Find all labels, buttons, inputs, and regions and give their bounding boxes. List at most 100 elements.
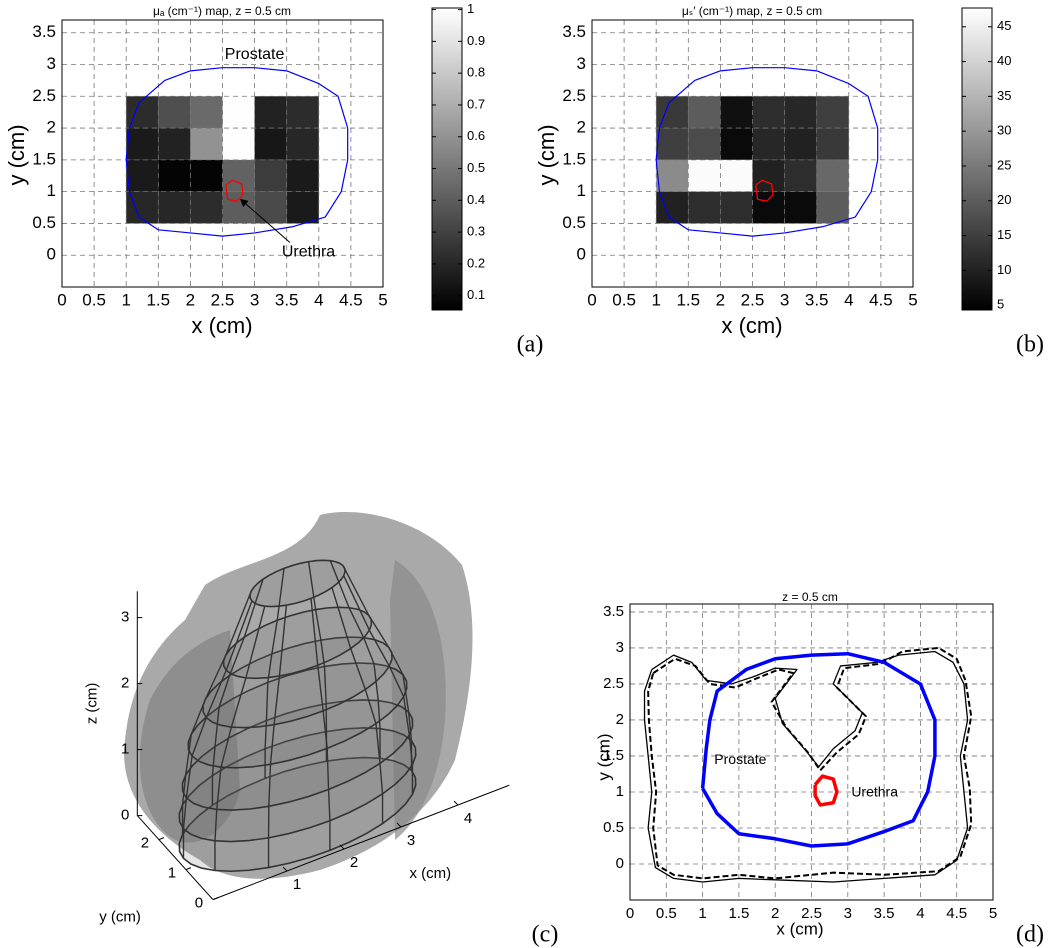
x-tick [339,844,345,850]
x-tick-label: 0 [626,905,634,922]
y-tick-label: 3 [616,639,624,656]
annotation: Prostate [714,751,766,767]
x-axis-label: x (cm) [409,865,451,882]
colorbar-tick-label: 40 [997,53,1011,68]
tissue-surface [124,512,473,879]
heatmap-cell [816,96,849,129]
colorbar-tick-label: 10 [997,262,1011,277]
x-tick-label: 4 [844,290,853,309]
x-tick [282,866,288,872]
heatmap-cell [656,159,689,192]
heatmap-cell [254,159,287,192]
wireframe-meridian [307,561,328,762]
y-axis-label: y (cm) [534,124,559,185]
x-tick-label: 5 [378,290,387,309]
heatmap-cell [222,96,255,129]
colorbar-tick-label: 35 [997,88,1011,103]
x-tick-label: 0.5 [612,290,636,309]
heatmap-cell [286,128,319,160]
heatmap-cell [190,96,223,129]
heatmap-cell [158,191,191,224]
y-tick-label: 0.5 [562,213,586,232]
heatmap-cell [784,191,817,224]
wireframe [178,559,417,873]
colorbar-tick-label: 0.6 [467,128,485,143]
heatmap-cell [816,128,849,160]
y-tick-label: 0 [616,855,624,872]
heatmap-cell [688,96,721,129]
heatmap-cell [126,128,159,160]
chart-title: z = 0.5 cm [782,590,838,604]
x-tick-label: 4.5 [869,290,893,309]
y-tick-label: 2.5 [603,675,624,692]
y-tick-label: 2.5 [562,86,586,105]
x-axis-line [212,784,510,901]
x-tick-label: 3 [780,290,789,309]
y-tick-label: 0 [577,245,586,264]
colorbar-tick-label: 20 [997,192,1011,207]
heatmap-cell [286,96,319,129]
wireframe-meridian [342,565,413,771]
y-tick-label: 2 [47,118,56,137]
wireframe-meridian [264,568,285,779]
heatmap-cell [784,159,817,192]
x-tick-label: 3 [844,905,852,922]
x-tick-label: 5 [989,905,997,922]
y-tick-label: 0.5 [32,213,56,232]
y-tick-label: 2 [141,835,149,852]
heatmap-cell [254,128,287,160]
x-tick-label: 1.5 [728,905,749,922]
x-axis-label: x (cm) [776,919,823,938]
y-tick-label: 1 [168,865,176,882]
heatmap-cell [222,128,255,160]
chart-title: μₐ (cm⁻¹) map, z = 0.5 cm [153,4,291,18]
y-tick-label: 3 [47,54,56,73]
heatmap-cell [752,128,785,160]
heatmap-cell [190,128,223,160]
y-tick-label: 2 [577,118,586,137]
colorbar-tick-label: 1 [467,1,474,16]
y-tick-label: 3.5 [32,22,56,41]
heatmap-cell [752,159,785,192]
x-tick-label: 3.5 [874,905,895,922]
y-tick-label: 1 [616,783,624,800]
x-tick-label: 1 [293,876,301,893]
colorbar-tick-label: 45 [997,18,1011,33]
contour-line [225,179,244,202]
heatmap-cell [688,191,721,224]
panel-label: (b) [1016,332,1044,358]
x-tick-label: 2 [771,905,779,922]
wireframe-meridian [329,560,381,759]
colorbar-tick-label: 15 [997,227,1011,242]
colorbar [431,7,463,311]
y-tick-label: 2.5 [32,86,56,105]
colorbar-tick-label: 5 [997,297,1004,312]
x-tick-label: 4.5 [339,290,363,309]
y-axis-label: y (cm) [4,124,29,185]
contour-line [700,651,937,848]
x-tick [453,800,459,806]
wireframe-meridian [214,605,266,871]
x-tick-label: 0 [587,290,596,309]
heatmap-cell [286,191,319,224]
z-tick-label: 1 [121,741,129,758]
x-tick-label: 5 [908,290,917,309]
annotation: Urethra [282,243,335,260]
heatmap-cell [190,191,223,224]
y-tick [185,867,192,871]
y-tick-label: 1 [47,181,56,200]
y-axis-line [136,815,214,900]
colorbar-tick-label: 0.5 [467,160,485,175]
z-tick-label: 2 [121,675,129,692]
wireframe-meridian [181,590,252,835]
x-tick-label: 2.5 [801,905,822,922]
heatmap-cell [222,159,255,192]
x-tick-label: 1.5 [146,290,170,309]
y-tick [212,897,219,901]
heatmap-cell [816,159,849,192]
contour-line [755,179,774,202]
heatmap-cell [688,159,721,192]
chart-title: μₛ′ (cm⁻¹) map, z = 0.5 cm [682,4,822,18]
y-tick-label: 0.5 [603,819,624,836]
heatmap-cell [158,96,191,129]
